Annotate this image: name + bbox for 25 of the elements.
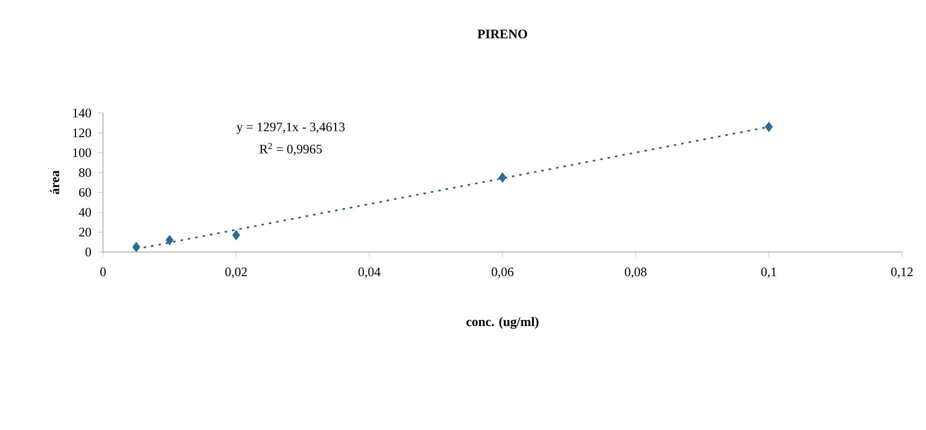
y-tick-label: 0 [86, 248, 91, 256]
x-tick-label: 0,02 [225, 268, 247, 278]
y-tick-label: 120 [73, 128, 91, 138]
x-tick-label: 0,06 [492, 268, 514, 278]
point [232, 230, 240, 240]
y-tick-label: 140 [73, 108, 91, 118]
y-tick-label: 80 [79, 168, 91, 177]
y-tick-label: 40 [78, 208, 91, 217]
annotation: R$^{2}$ = 0,9965 [260, 142, 322, 156]
x-tick-label: 0,04 [358, 268, 380, 278]
y-tick-label: 100 [73, 148, 91, 158]
y-axis-title: área [50, 170, 60, 194]
point [132, 242, 140, 252]
point [764, 122, 773, 132]
x-tick-label: 0,1 [761, 268, 776, 278]
x-tick-label: 0 [100, 268, 106, 276]
point [166, 234, 174, 246]
y-tick-label: 20 [79, 228, 91, 237]
x-tick-label: 0,12 [891, 268, 913, 278]
x-tick-label: 0,08 [624, 268, 647, 278]
point [498, 172, 506, 183]
x-axis-title: conc. (ug/ml) [466, 316, 538, 329]
annotation: y = 1297,1x - 3,4613 [236, 122, 345, 134]
y-tick-label: 60 [79, 188, 91, 197]
chart-title: PIRENO [478, 30, 528, 38]
